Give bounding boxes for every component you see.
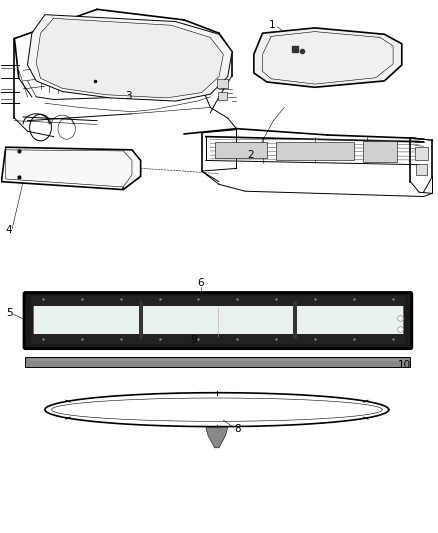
Bar	[33, 301, 403, 339]
Text: 4: 4	[6, 225, 12, 236]
Polygon shape	[36, 18, 223, 98]
FancyBboxPatch shape	[24, 293, 412, 349]
Text: 6: 6	[197, 278, 204, 288]
Text: 5: 5	[6, 308, 12, 318]
Bar	[31, 296, 405, 306]
Bar	[139, 301, 143, 339]
Bar	[293, 301, 297, 339]
Bar	[25, 357, 410, 367]
Bar	[217, 79, 228, 88]
Polygon shape	[262, 31, 393, 84]
Bar	[215, 142, 267, 158]
Text: 10: 10	[397, 360, 410, 369]
Polygon shape	[28, 14, 232, 101]
Text: 3: 3	[125, 91, 132, 101]
Bar	[416, 164, 427, 175]
Polygon shape	[1, 147, 141, 190]
Bar	[218, 92, 227, 100]
Text: 8: 8	[234, 424, 241, 434]
Bar	[31, 334, 405, 344]
Text: 2: 2	[247, 150, 254, 160]
Text: 1: 1	[269, 20, 276, 30]
Bar	[276, 142, 354, 160]
Bar	[363, 141, 397, 161]
Text: 9: 9	[191, 335, 198, 345]
Polygon shape	[206, 427, 228, 448]
Bar	[415, 147, 428, 160]
Polygon shape	[254, 28, 402, 87]
